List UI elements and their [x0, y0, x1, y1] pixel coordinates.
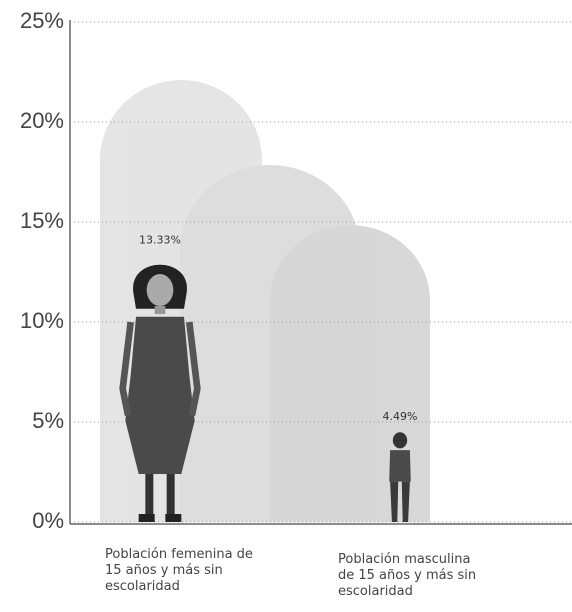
- category-label: Población masculina de 15 años y más sin…: [338, 552, 488, 600]
- y-tick-label: 10%: [20, 308, 64, 333]
- value-label: 13.33%: [139, 233, 181, 246]
- neck: [155, 306, 166, 314]
- y-tick-label: 25%: [20, 8, 64, 33]
- y-tick-label: 0%: [32, 508, 64, 533]
- face: [147, 274, 174, 306]
- page: 0% 5% 10% 15% 20% 25% 13.33% 4.49% Población fe…: [0, 0, 572, 612]
- value-label: 4.49%: [383, 410, 418, 423]
- category-label: Población femenina de 15 años y más sin …: [105, 547, 255, 595]
- dress: [125, 317, 194, 474]
- torso: [389, 450, 411, 481]
- y-tick-label: 15%: [20, 208, 64, 233]
- y-tick-label: 20%: [20, 108, 64, 133]
- chart: 0% 5% 10% 15% 20% 25% 13.33% 4.49%: [0, 0, 572, 612]
- head: [393, 432, 407, 448]
- y-tick-label: 5%: [32, 408, 64, 433]
